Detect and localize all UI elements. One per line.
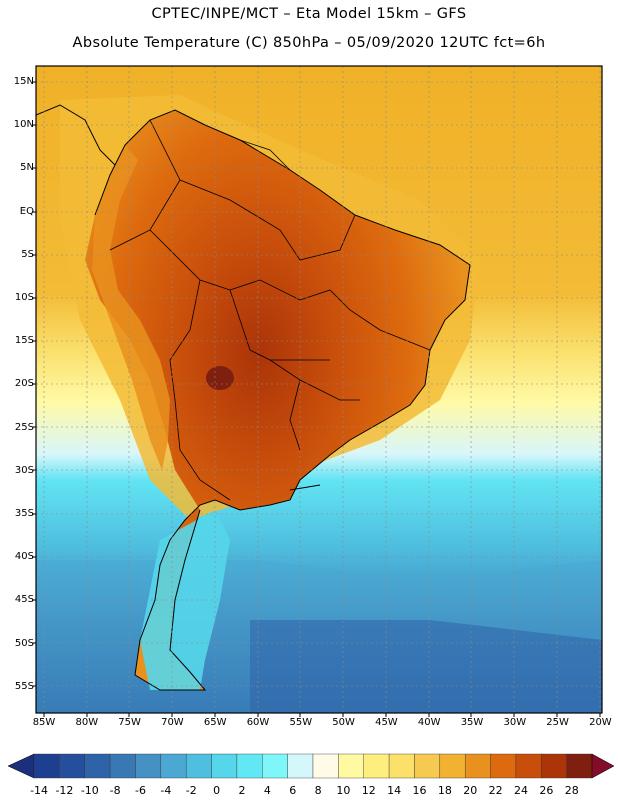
colorbar-swatch — [338, 753, 364, 779]
colorbar-swatch — [262, 753, 288, 779]
lat-label: 50S — [14, 637, 34, 649]
colorbar-label: -6 — [135, 784, 146, 797]
lat-label: 15N — [13, 76, 34, 87]
colorbar-label: 14 — [387, 784, 402, 797]
lon-label: 55W — [289, 717, 313, 728]
central-america-coast — [36, 104, 116, 166]
colorbar-label: 0 — [213, 784, 221, 797]
colorbar — [7, 753, 615, 779]
colorbar-swatch — [414, 753, 441, 779]
colorbar-label: -4 — [160, 784, 172, 797]
colorbar-label: 18 — [437, 784, 452, 797]
colorbar-label: -14 — [30, 784, 49, 797]
colorbar-swatch — [185, 753, 212, 779]
colorbar-swatch — [388, 753, 415, 779]
lon-label: 45W — [375, 717, 398, 728]
lat-label: 25S — [14, 421, 34, 433]
colorbar-label: 2 — [238, 784, 246, 797]
colorbar-swatch — [363, 753, 390, 779]
colorbar-swatch — [287, 753, 314, 779]
lat-label: 45S — [14, 594, 34, 606]
lon-label: 35W — [460, 717, 484, 728]
colorbar-label: 4 — [263, 784, 271, 797]
colorbar-label: 16 — [412, 784, 427, 797]
lon-label: 40W — [417, 717, 441, 728]
colorbar-label: 10 — [336, 784, 351, 797]
colorbar-swatch — [211, 753, 238, 779]
temperature-field — [36, 66, 602, 713]
lon-label: 85W — [32, 717, 56, 728]
patagonia-cool — [140, 510, 230, 690]
colorbar-high-arrow — [591, 753, 615, 779]
colorbar-swatch — [160, 753, 187, 779]
colorbar-swatch — [59, 753, 85, 779]
colorbar-label: 12 — [361, 784, 376, 797]
colorbar-swatch — [541, 753, 567, 779]
colorbar-label: 28 — [564, 784, 579, 797]
colorbar-swatch — [439, 753, 466, 779]
lon-label: 60W — [246, 717, 270, 728]
lat-label: 15S — [14, 335, 34, 347]
lon-label: 65W — [203, 717, 227, 728]
lon-label: 80W — [75, 717, 99, 728]
lon-label: 20W — [589, 717, 612, 728]
lat-label: 10S — [14, 292, 34, 303]
cold-core — [250, 620, 602, 713]
colorbar-label: 6 — [289, 784, 297, 797]
colorbar-label: 20 — [463, 784, 478, 797]
colorbar-swatch — [135, 753, 162, 779]
lon-label: 50W — [332, 717, 355, 728]
lon-label: 75W — [118, 717, 141, 728]
colorbar-label: 22 — [488, 784, 503, 797]
country-borders — [109, 119, 431, 501]
lat-label: 30S — [14, 464, 34, 476]
coastline — [94, 109, 471, 691]
lat-label: 40S — [14, 551, 34, 563]
colorbar-swatch — [236, 753, 263, 779]
hot-spot — [206, 366, 234, 390]
colorbar-label: -8 — [109, 784, 121, 797]
colorbar-low-arrow — [7, 753, 35, 779]
lon-label: 25W — [546, 717, 569, 728]
colorbar-label: -10 — [80, 784, 99, 797]
colorbar-swatch — [109, 753, 136, 779]
colorbar-label: 26 — [539, 784, 554, 797]
colorbar-label: -12 — [55, 784, 74, 797]
map-subtitle: Absolute Temperature (C) 850hPa – 05/09/… — [72, 35, 546, 51]
lon-label: 70W — [161, 717, 184, 728]
colorbar-swatch — [566, 753, 593, 779]
lat-label: 35S — [14, 508, 34, 519]
lat-label: 5S — [21, 248, 34, 260]
axis-ticks — [32, 81, 601, 717]
colorbar-swatch — [312, 753, 339, 779]
lat-label: 5N — [20, 162, 34, 174]
map-title: CPTEC/INPE/MCT – Eta Model 15km – GFS — [151, 6, 467, 22]
river-plate — [289, 484, 321, 491]
lon-label: 30W — [503, 717, 527, 728]
colorbar-swatch — [84, 753, 111, 779]
lat-label: 10N — [13, 119, 34, 131]
colorbar-swatch — [33, 753, 60, 779]
colorbar-label: -2 — [185, 784, 197, 797]
lat-label: EQ — [19, 205, 34, 217]
plot-frame — [35, 65, 603, 714]
lat-label: 20S — [14, 378, 34, 390]
andes-strip — [92, 145, 170, 470]
colorbar-swatch — [464, 753, 491, 779]
colorbar-swatch — [515, 753, 542, 779]
colorbar-swatch — [490, 753, 517, 779]
colorbar-label: 24 — [513, 784, 528, 797]
colorbar-label: 8 — [314, 784, 322, 797]
lat-label: 55S — [14, 680, 34, 692]
